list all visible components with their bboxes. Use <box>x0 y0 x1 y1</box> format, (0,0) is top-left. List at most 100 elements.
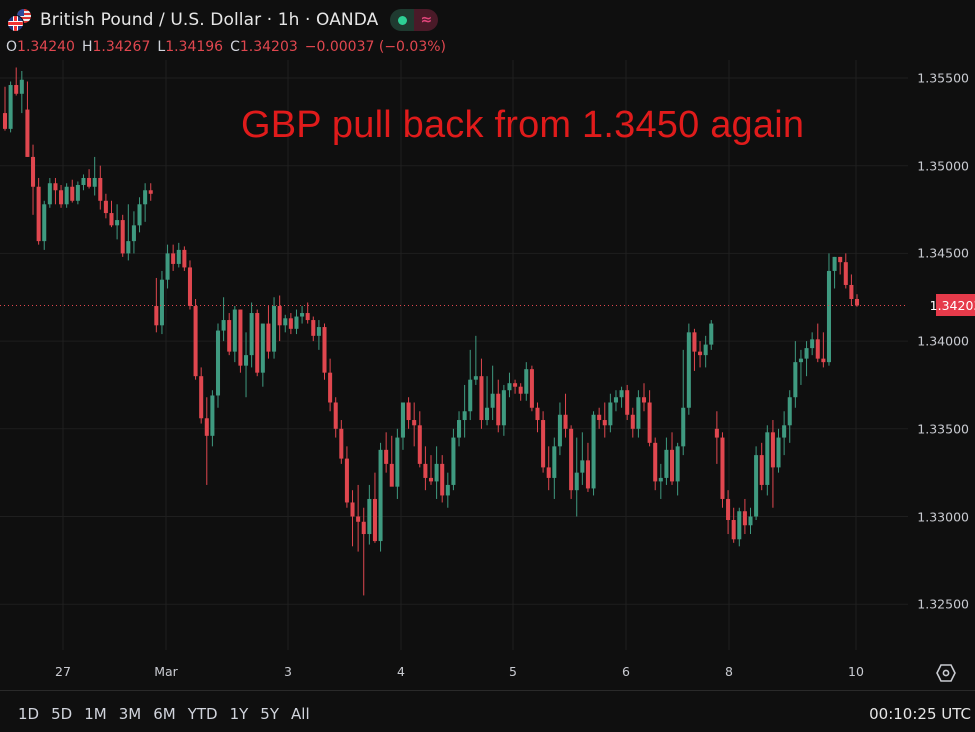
candle[interactable] <box>19 70 24 114</box>
candle[interactable] <box>120 214 125 257</box>
candle[interactable] <box>87 169 92 189</box>
range-button-ytd[interactable]: YTD <box>187 705 218 723</box>
candle[interactable] <box>507 372 512 398</box>
candle[interactable] <box>731 507 736 543</box>
candle[interactable] <box>754 446 759 521</box>
candle[interactable] <box>221 297 226 342</box>
candle[interactable] <box>75 181 80 205</box>
candle[interactable] <box>591 411 596 496</box>
time-axis[interactable]: 27 Mar 3 4 5 6 8 10 <box>0 650 975 691</box>
candle[interactable] <box>787 390 792 443</box>
candle[interactable] <box>563 393 568 438</box>
candle[interactable] <box>457 411 462 447</box>
candle[interactable] <box>53 177 58 205</box>
candle[interactable] <box>759 442 764 491</box>
candle[interactable] <box>244 332 249 398</box>
candle[interactable] <box>283 314 288 333</box>
candle[interactable] <box>81 174 86 191</box>
candle[interactable] <box>748 507 753 535</box>
candle[interactable] <box>630 407 635 438</box>
candle[interactable] <box>513 379 518 394</box>
candle[interactable] <box>698 341 703 368</box>
candle[interactable] <box>64 183 69 208</box>
approx-wave-icon[interactable]: ≈ <box>414 9 439 31</box>
candle[interactable] <box>602 402 607 438</box>
range-button-1d[interactable]: 1D <box>18 705 40 723</box>
candle[interactable] <box>238 309 243 373</box>
candle[interactable] <box>451 428 456 491</box>
candle[interactable] <box>339 420 344 464</box>
candle[interactable] <box>647 390 652 447</box>
candle[interactable] <box>597 407 602 429</box>
candle[interactable] <box>249 302 254 368</box>
candle[interactable] <box>782 411 787 456</box>
candle[interactable] <box>277 295 282 342</box>
candle[interactable] <box>227 313 232 356</box>
candle[interactable] <box>266 306 271 359</box>
candle[interactable] <box>619 386 624 408</box>
candle[interactable] <box>384 432 389 473</box>
candle[interactable] <box>423 446 428 491</box>
candle[interactable] <box>103 193 108 219</box>
candle[interactable] <box>356 484 361 552</box>
range-button-1m[interactable]: 1M <box>84 705 107 723</box>
candle[interactable] <box>31 144 36 215</box>
candle[interactable] <box>400 402 405 450</box>
candle[interactable] <box>171 244 176 271</box>
candle[interactable] <box>518 383 523 401</box>
candle[interactable] <box>210 390 215 447</box>
candle[interactable] <box>294 309 299 335</box>
candle[interactable] <box>412 402 417 447</box>
market-status-pill[interactable]: ≈ <box>390 9 439 31</box>
candle[interactable] <box>316 320 321 350</box>
candle[interactable] <box>322 323 327 380</box>
candle[interactable] <box>535 402 540 433</box>
candlestick-plot-area[interactable] <box>0 60 908 650</box>
utc-clock[interactable]: 00:10:25 UTC <box>869 705 971 723</box>
candle[interactable] <box>389 435 394 487</box>
candle[interactable] <box>557 402 562 456</box>
candle[interactable] <box>367 484 372 545</box>
candle[interactable] <box>215 323 221 408</box>
candle[interactable] <box>204 397 209 485</box>
candle[interactable] <box>737 507 742 547</box>
candle[interactable] <box>395 428 400 499</box>
candle[interactable] <box>372 472 377 543</box>
candle[interactable] <box>288 313 293 335</box>
candle[interactable] <box>686 323 691 415</box>
candle[interactable] <box>272 297 277 359</box>
candle[interactable] <box>580 432 585 485</box>
candle[interactable] <box>670 432 675 485</box>
candle[interactable] <box>641 383 647 412</box>
candle[interactable] <box>193 299 198 380</box>
candle[interactable] <box>70 179 75 203</box>
candle[interactable] <box>462 384 467 438</box>
candle[interactable] <box>524 362 529 401</box>
candle[interactable] <box>255 309 260 377</box>
candle[interactable] <box>159 270 164 335</box>
candle[interactable] <box>770 420 775 508</box>
candle[interactable] <box>473 335 478 385</box>
candle[interactable] <box>187 260 192 310</box>
candle[interactable] <box>98 165 103 210</box>
candle[interactable] <box>490 365 495 421</box>
candle[interactable] <box>479 358 484 429</box>
candle[interactable] <box>434 446 439 499</box>
chart-settings-gear-icon[interactable] <box>936 663 956 683</box>
candle[interactable] <box>574 437 579 517</box>
candle[interactable] <box>176 242 181 268</box>
candle[interactable] <box>59 184 64 208</box>
candle[interactable] <box>109 200 114 228</box>
candle[interactable] <box>546 446 551 491</box>
candle[interactable] <box>485 376 490 426</box>
candle[interactable] <box>501 384 506 436</box>
candle[interactable] <box>793 341 798 408</box>
candle[interactable] <box>810 332 815 356</box>
range-button-1y[interactable]: 1Y <box>229 705 249 723</box>
candle[interactable] <box>585 442 590 492</box>
candle[interactable] <box>664 437 669 485</box>
candle[interactable] <box>14 67 19 96</box>
candle[interactable] <box>843 253 848 289</box>
candle[interactable] <box>406 397 411 429</box>
candle[interactable] <box>468 349 473 421</box>
